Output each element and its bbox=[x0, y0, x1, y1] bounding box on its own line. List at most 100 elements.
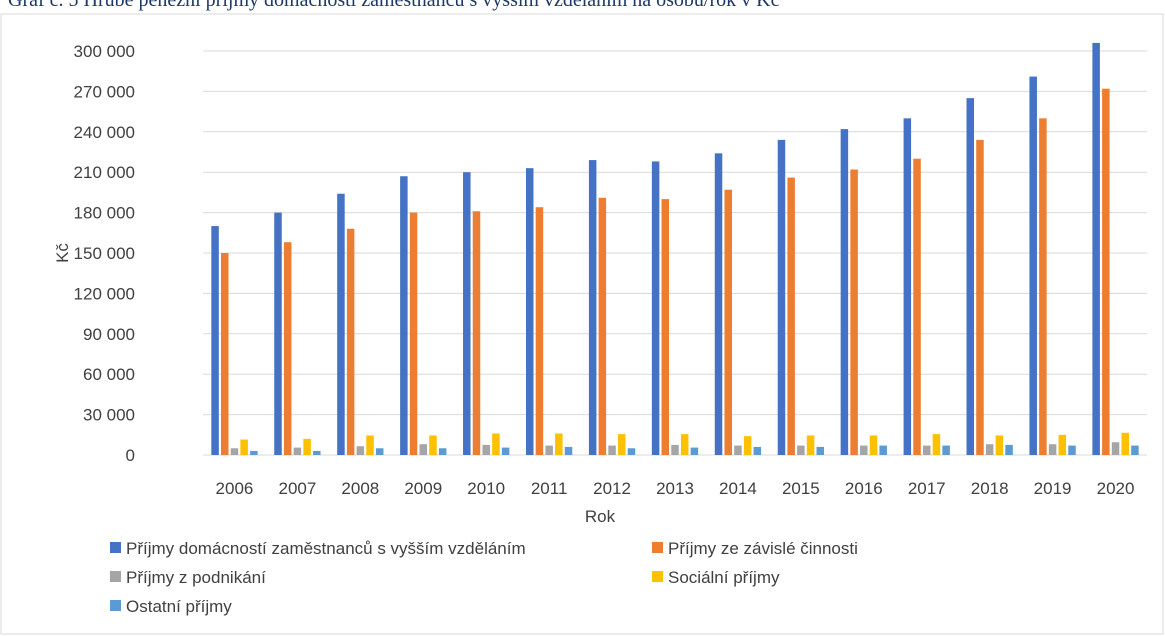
y-tick-label: 60 000 bbox=[83, 365, 135, 384]
bar bbox=[860, 445, 868, 455]
legend-swatch bbox=[110, 600, 121, 611]
bar bbox=[869, 435, 878, 455]
bar bbox=[651, 161, 660, 455]
bar bbox=[283, 242, 292, 455]
bar bbox=[1005, 444, 1013, 455]
bar bbox=[913, 158, 921, 455]
x-tick-label: 2012 bbox=[593, 479, 631, 498]
x-axis-label: Rok bbox=[585, 507, 616, 526]
bar bbox=[438, 448, 447, 455]
bar bbox=[787, 177, 795, 455]
legend-swatch bbox=[110, 571, 121, 582]
bar bbox=[555, 433, 563, 455]
x-tick-label: 2009 bbox=[404, 479, 442, 498]
bar bbox=[690, 447, 699, 455]
bar bbox=[1058, 434, 1067, 455]
legend-label: Ostatní příjmy bbox=[126, 597, 232, 616]
x-tick-label: 2020 bbox=[1097, 479, 1135, 498]
bar bbox=[1102, 88, 1110, 455]
bar bbox=[753, 446, 762, 455]
x-tick-label: 2018 bbox=[971, 479, 1009, 498]
x-tick-label: 2014 bbox=[719, 479, 757, 498]
bar bbox=[985, 444, 994, 455]
bar bbox=[492, 433, 500, 455]
bar bbox=[966, 98, 975, 455]
x-tick-label: 2008 bbox=[341, 479, 379, 498]
bar bbox=[303, 438, 311, 455]
bar bbox=[806, 435, 815, 455]
y-tick-label: 150 000 bbox=[74, 244, 135, 263]
x-tick-label: 2011 bbox=[531, 479, 568, 498]
bar bbox=[1111, 442, 1120, 455]
x-tick-label: 2006 bbox=[216, 479, 254, 498]
bar bbox=[293, 447, 302, 455]
bar bbox=[976, 139, 984, 455]
bar bbox=[995, 435, 1004, 455]
bar bbox=[608, 445, 616, 455]
bar bbox=[240, 439, 248, 455]
legend-swatch bbox=[652, 571, 663, 582]
y-tick-label: 90 000 bbox=[83, 325, 135, 344]
bar bbox=[463, 172, 471, 455]
legend-label: Příjmy ze závislé činnosti bbox=[668, 539, 858, 558]
bar bbox=[525, 168, 534, 455]
y-tick-label: 300 000 bbox=[74, 42, 135, 61]
bar bbox=[375, 448, 384, 455]
bar bbox=[743, 436, 752, 455]
bar bbox=[840, 129, 849, 455]
bar bbox=[429, 435, 437, 455]
bar bbox=[932, 434, 941, 455]
bar bbox=[598, 197, 607, 455]
bar bbox=[797, 445, 805, 455]
bar bbox=[680, 434, 689, 455]
y-tick-label: 0 bbox=[126, 446, 135, 465]
bar bbox=[714, 153, 723, 455]
bar bbox=[313, 450, 321, 455]
x-tick-label: 2007 bbox=[278, 479, 316, 498]
bar bbox=[734, 445, 742, 455]
bar bbox=[1048, 444, 1057, 455]
bar bbox=[346, 228, 355, 455]
bar bbox=[211, 226, 219, 455]
bar bbox=[482, 444, 490, 455]
y-tick-label: 210 000 bbox=[74, 163, 135, 182]
bar bbox=[356, 446, 365, 455]
bar bbox=[535, 207, 544, 455]
x-tick-label: 2016 bbox=[845, 479, 883, 498]
bar bbox=[400, 176, 408, 456]
bar bbox=[618, 434, 626, 455]
bar bbox=[879, 445, 887, 455]
y-tick-label: 30 000 bbox=[83, 406, 135, 425]
bar bbox=[661, 199, 670, 455]
bar bbox=[230, 448, 239, 455]
bar bbox=[221, 253, 229, 455]
bar bbox=[274, 212, 282, 455]
x-tick-label: 2015 bbox=[782, 479, 820, 498]
bar bbox=[850, 169, 858, 456]
y-axis-label: Kč bbox=[53, 243, 72, 263]
bar bbox=[337, 193, 345, 455]
bar bbox=[545, 445, 553, 455]
bar bbox=[922, 445, 931, 455]
x-tick-label: 2017 bbox=[908, 479, 946, 498]
legend-swatch bbox=[652, 542, 663, 553]
bar bbox=[366, 435, 374, 455]
y-tick-label: 240 000 bbox=[74, 123, 135, 142]
y-tick-label: 180 000 bbox=[74, 204, 135, 223]
bar bbox=[816, 446, 825, 455]
bar bbox=[903, 118, 912, 455]
bar bbox=[1029, 76, 1037, 455]
bar bbox=[777, 139, 786, 455]
x-tick-label: 2013 bbox=[656, 479, 694, 498]
legend-swatch bbox=[110, 542, 121, 553]
bar bbox=[419, 444, 428, 455]
y-tick-label: 270 000 bbox=[74, 82, 135, 101]
y-tick-label: 120 000 bbox=[74, 284, 135, 303]
bar bbox=[627, 448, 636, 455]
legend-label: Příjmy z podnikání bbox=[126, 568, 266, 587]
bar bbox=[1092, 42, 1100, 456]
bar bbox=[250, 450, 258, 455]
chart-title: Graf č. 5 Hrubé peněžní příjmy domácnost… bbox=[8, 0, 780, 11]
legend-label: Příjmy domácností zaměstnanců s vyšším v… bbox=[126, 539, 526, 558]
